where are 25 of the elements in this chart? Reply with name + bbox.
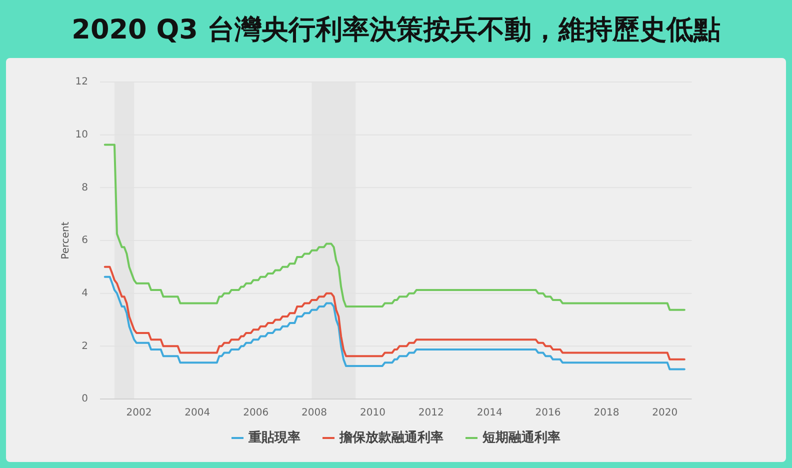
y-axis-title: Percent (60, 222, 72, 260)
line-series (104, 266, 686, 360)
legend-label: 短期融通利率 (482, 430, 560, 446)
x-tick-label: 2016 (535, 408, 561, 419)
line-series (104, 276, 686, 370)
x-tick-label: 2020 (652, 408, 678, 419)
line-series (104, 144, 686, 311)
y-tick-label: 8 (82, 182, 88, 194)
legend-label: 擔保放款融通利率 (338, 430, 444, 446)
y-tick-label: 10 (75, 130, 88, 141)
x-tick-label: 2012 (418, 408, 444, 419)
x-tick-label: 2004 (184, 408, 210, 419)
y-tick-label: 12 (75, 76, 88, 88)
x-tick-label: 2014 (476, 408, 502, 419)
x-tick-label: 2002 (126, 408, 152, 419)
x-tick-label: 2006 (243, 408, 269, 419)
y-tick-label: 6 (82, 235, 88, 246)
x-tick-label: 2018 (594, 408, 620, 419)
y-tick-label: 2 (82, 340, 88, 352)
chart-title: 2020 Q3 台灣央行利率決策按兵不動，維持歷史低點 (72, 14, 720, 46)
legend-label: 重貼現率 (248, 430, 300, 446)
x-tick-label: 2010 (360, 408, 386, 419)
y-tick-label: 4 (82, 288, 88, 300)
x-tick-label: 2008 (302, 408, 327, 419)
y-tick-label: 0 (82, 394, 88, 405)
